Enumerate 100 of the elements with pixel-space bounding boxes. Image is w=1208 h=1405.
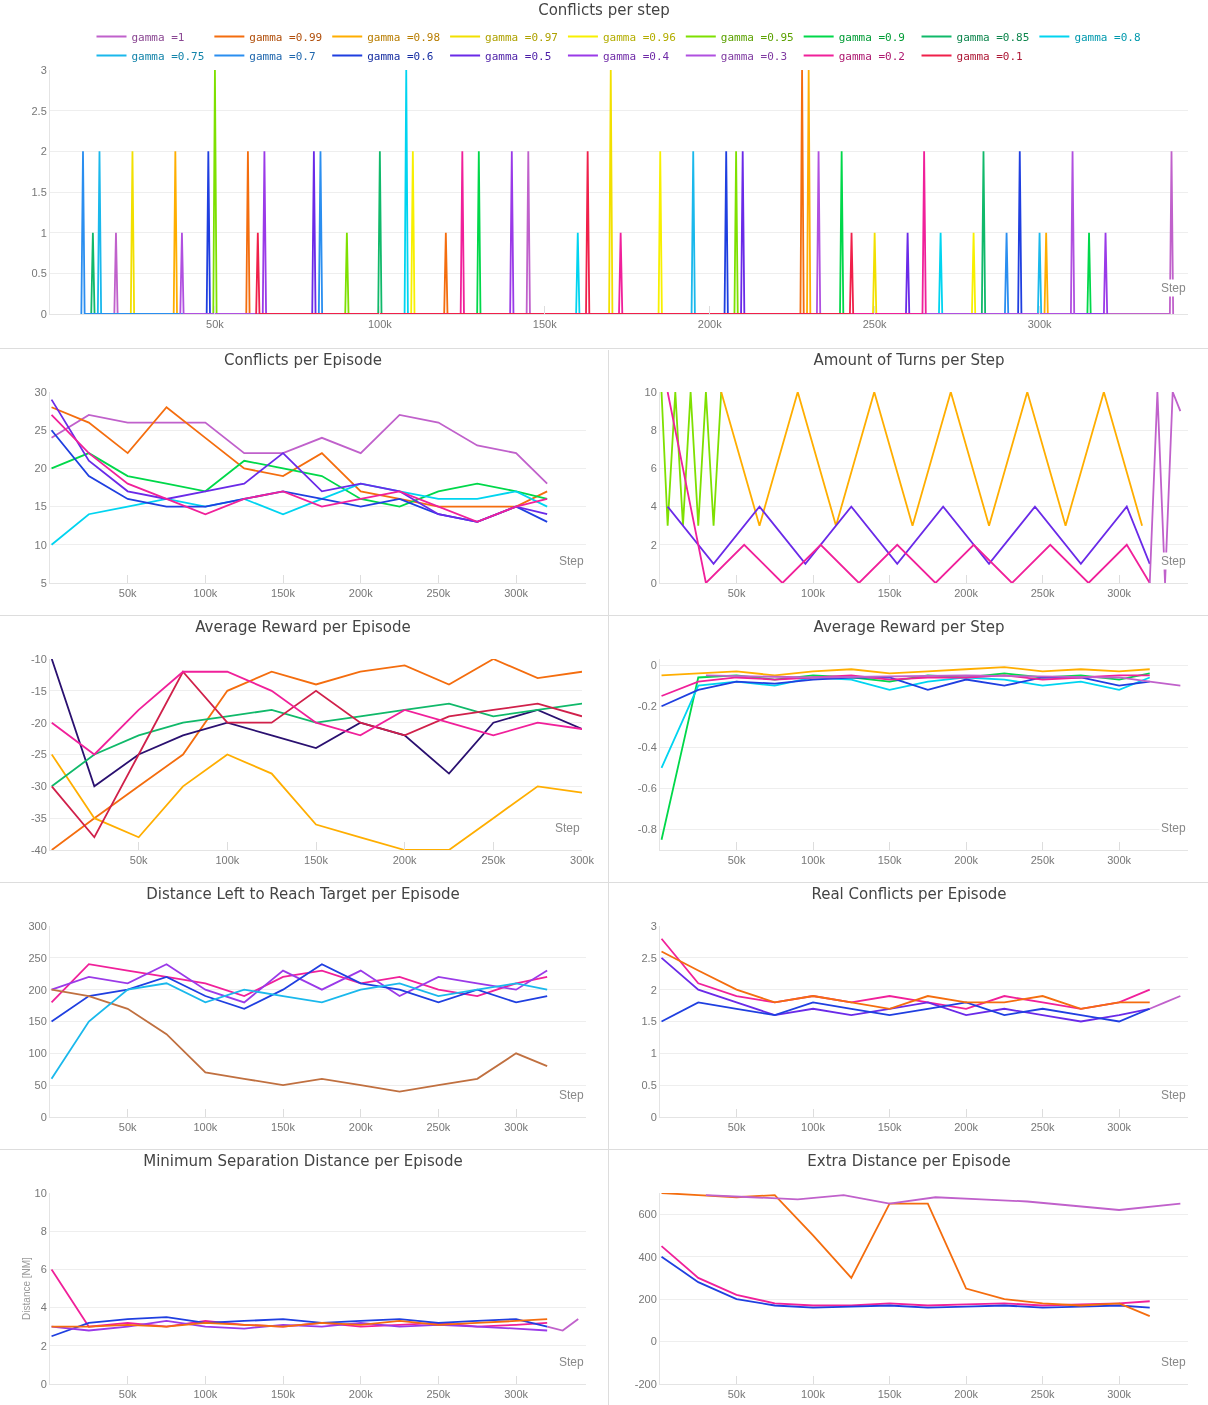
y-tick-label: 8 <box>650 424 657 437</box>
y-tick-label: -0.6 <box>637 782 657 795</box>
chart-title: Distance Left to Reach Target per Episode <box>146 884 460 903</box>
legend-label: gamma =0.7 <box>249 49 316 63</box>
x-tick-label: 100k <box>215 854 240 867</box>
x-tick-label: 100k <box>801 1121 826 1134</box>
y-tick-label: 250 <box>28 951 47 964</box>
y-tick-label: 10 <box>34 538 47 551</box>
x-tick-label: 250k <box>862 318 888 331</box>
y-tick-label: 200 <box>638 1292 657 1305</box>
y-tick-label: 1 <box>650 1047 657 1060</box>
y-tick-label: 4 <box>40 1301 47 1314</box>
x-tick-label: 250k <box>426 587 451 600</box>
chart-title: Conflicts per step <box>538 0 670 19</box>
y-tick-label: 300 <box>28 919 47 932</box>
y-tick-label: 2.5 <box>641 951 657 964</box>
x-tick-label: 150k <box>877 854 902 867</box>
x-tick-label: 50k <box>727 1388 746 1401</box>
y-tick-label: 30 <box>34 385 47 398</box>
x-tick-label: 250k <box>1030 1388 1056 1401</box>
y-tick-label: 0 <box>40 1377 47 1390</box>
legend-label: gamma =0.95 <box>720 30 794 44</box>
y-tick-label: 100 <box>28 1047 47 1060</box>
y-tick-label: 6 <box>40 1263 47 1276</box>
x-tick-label: 300k <box>1107 1388 1132 1401</box>
y-tick-label: 25 <box>34 424 47 437</box>
y-tick-label: 0.5 <box>31 267 47 280</box>
y-tick-label: 600 <box>638 1208 657 1221</box>
legend-label: gamma =0.1 <box>956 49 1023 63</box>
y-tick-label: -0.8 <box>637 823 657 836</box>
chart-title: Conflicts per Episode <box>223 350 383 369</box>
y-tick-label: -15 <box>30 684 47 697</box>
x-tick-label: 250k <box>426 1388 451 1401</box>
legend-label: gamma =0.75 <box>131 49 205 63</box>
y-tick-label: 2.5 <box>31 104 47 117</box>
x-tick-label: 100k <box>801 854 826 867</box>
y-tick-label: 0 <box>40 1110 47 1123</box>
x-tick-label: 300k <box>504 1121 529 1134</box>
x-tick-label: 200k <box>392 854 418 867</box>
y-tick-label: 8 <box>40 1225 47 1238</box>
y-tick-label: -25 <box>30 748 47 761</box>
x-axis-title: Step <box>1161 554 1187 568</box>
x-tick-label: 250k <box>1030 1121 1056 1134</box>
x-tick-label: 100k <box>801 1388 826 1401</box>
legend-label: gamma =1 <box>131 30 185 44</box>
x-tick-label: 100k <box>801 587 826 600</box>
y-tick-label: 2 <box>650 538 657 551</box>
x-tick-label: 100k <box>193 1388 218 1401</box>
y-tick-label: -200 <box>634 1377 657 1390</box>
chart-title: Amount of Turns per Step <box>813 350 1005 369</box>
x-tick-label: 200k <box>697 318 723 331</box>
x-tick-label: 300k <box>504 1388 529 1401</box>
x-tick-label: 200k <box>348 1121 374 1134</box>
legend-label: gamma =0.3 <box>720 49 788 63</box>
x-tick-label: 150k <box>271 1388 296 1401</box>
y-tick-label: 0 <box>650 576 657 589</box>
y-tick-label: 10 <box>34 1186 47 1199</box>
x-tick-label: 200k <box>348 587 374 600</box>
x-tick-label: 300k <box>1027 318 1052 331</box>
y-tick-label: -0.2 <box>637 700 657 713</box>
chart-title: Average Reward per Step <box>813 617 1005 636</box>
legend-label: gamma =0.96 <box>602 30 676 44</box>
legend-label: gamma =0.8 <box>1074 30 1141 44</box>
y-tick-label: 3 <box>40 63 47 76</box>
x-tick-label: 250k <box>481 854 506 867</box>
x-tick-label: 150k <box>877 587 902 600</box>
legend-label: gamma =0.85 <box>956 30 1030 44</box>
x-tick-label: 50k <box>118 587 138 600</box>
x-axis-title: Step <box>1161 821 1187 835</box>
y-tick-label: 1.5 <box>31 185 47 198</box>
x-tick-label: 50k <box>727 1121 746 1134</box>
y-tick-label: -30 <box>30 780 47 793</box>
y-tick-label: 0 <box>650 1110 657 1123</box>
y-tick-label: 2 <box>650 983 657 996</box>
legend-label: gamma =0.99 <box>249 30 323 44</box>
x-tick-label: 200k <box>954 854 979 867</box>
x-tick-label: 50k <box>118 1388 138 1401</box>
x-axis-title: Step <box>1161 1088 1187 1102</box>
y-axis-title: Distance [NM] <box>20 1256 32 1320</box>
chart-title: Average Reward per Episode <box>195 617 411 636</box>
legend-label: gamma =0.4 <box>602 49 670 63</box>
y-tick-label: 1 <box>40 226 47 239</box>
x-axis-title: Step <box>559 1088 585 1102</box>
x-axis-title: Step <box>1161 281 1187 295</box>
x-tick-label: 200k <box>954 1388 979 1401</box>
x-tick-label: 150k <box>271 1121 296 1134</box>
x-tick-label: 100k <box>367 318 393 331</box>
legend-label: gamma =0.97 <box>485 30 558 44</box>
legend-label: gamma =0.2 <box>838 49 905 63</box>
x-tick-label: 150k <box>877 1388 902 1401</box>
y-tick-label: -0.4 <box>637 741 657 754</box>
x-axis-title: Step <box>559 1355 585 1369</box>
legend-label: gamma =0.9 <box>838 30 905 44</box>
y-tick-label: 400 <box>638 1250 657 1263</box>
y-tick-label: -40 <box>30 843 47 856</box>
x-tick-label: 250k <box>1030 854 1056 867</box>
y-tick-label: 6 <box>650 462 657 475</box>
x-tick-label: 100k <box>193 587 218 600</box>
y-tick-label: 1.5 <box>641 1015 657 1028</box>
x-tick-label: 150k <box>877 1121 902 1134</box>
